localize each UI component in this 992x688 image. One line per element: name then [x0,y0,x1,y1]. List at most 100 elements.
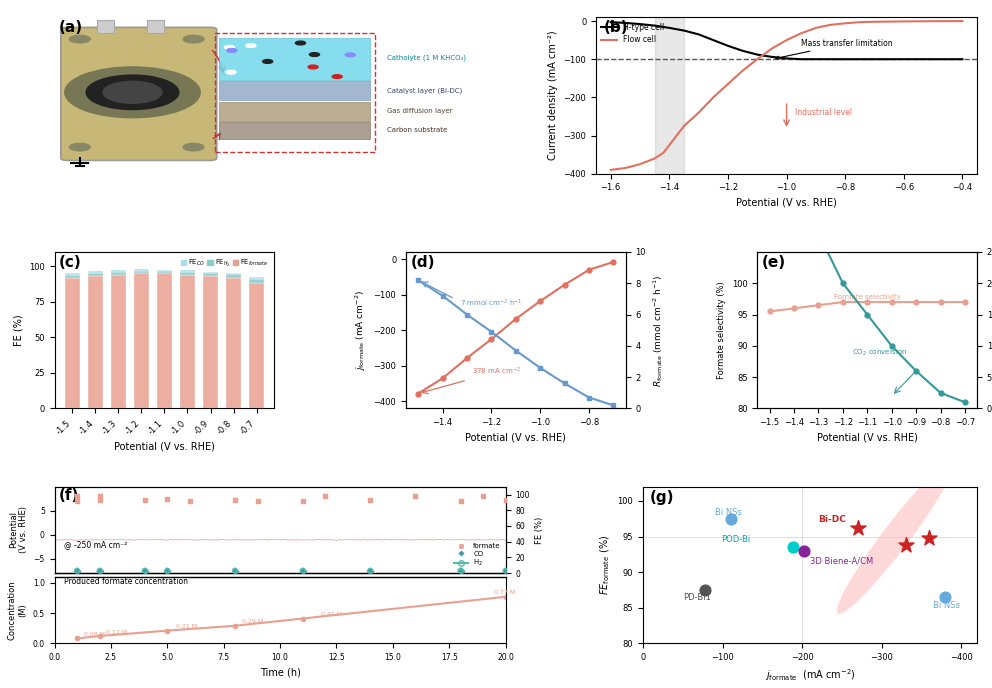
Circle shape [65,67,199,118]
H-type cell [605,18,617,26]
Flow cell [796,29,807,37]
Flow cell [605,166,617,174]
Text: POD-Bi: POD-Bi [721,535,750,544]
Text: (d): (d) [411,255,434,270]
Text: Gas diffusion layer: Gas diffusion layer [387,108,452,114]
Point [796,546,811,557]
Circle shape [345,53,355,56]
H-type cell [737,47,749,55]
Text: Carbon substrate: Carbon substrate [387,127,447,133]
X-axis label: $j_\mathrm{formate}$  (mA cm$^{-2}$): $j_\mathrm{formate}$ (mA cm$^{-2}$) [765,667,855,683]
CO [295,566,310,577]
Text: 7 mmol cm$^{-2}$ h$^{-1}$: 7 mmol cm$^{-2}$ h$^{-1}$ [459,298,522,310]
Bar [64,277,79,409]
Flow cell [664,141,676,149]
Text: 378 mA cm$^{-2}$: 378 mA cm$^{-2}$ [472,366,521,377]
H-type cell [664,24,676,32]
formate [498,495,514,506]
Y-axis label: Current density (mA cm⁻²): Current density (mA cm⁻²) [548,31,558,160]
Text: 0.29 M: 0.29 M [242,619,263,625]
Point [722,513,738,524]
Circle shape [246,44,256,47]
Legend: H-type cell, Flow cell: H-type cell, Flow cell [600,21,666,46]
H-type cell [956,55,968,63]
Point [91,491,107,502]
H-type cell [707,36,719,44]
Circle shape [226,70,236,74]
CO [160,566,176,577]
Text: PD-Bi1: PD-Bi1 [683,594,711,603]
CO [498,566,514,577]
FancyBboxPatch shape [147,21,164,33]
CO [91,566,107,577]
Ellipse shape [837,460,955,614]
Flow cell [928,17,939,25]
Legend: formate, CO, H$_2$: formate, CO, H$_2$ [452,542,502,570]
formate [362,495,378,506]
Text: (c): (c) [59,255,81,270]
Bar [249,277,264,279]
H-type cell [796,55,807,63]
formate [91,495,107,506]
formate [137,495,153,506]
Bar [226,272,241,274]
Text: (g): (g) [650,490,675,505]
H-type cell [854,55,866,63]
Point [898,539,914,550]
Bar [203,272,218,273]
X-axis label: Potential (V vs. RHE): Potential (V vs. RHE) [114,442,215,451]
H$_2$ [227,566,243,577]
Bar [203,273,218,276]
Flow cell [692,109,704,117]
Bar [87,276,102,409]
H-type cell [634,20,646,28]
Bar [157,273,172,409]
H$_2$ [452,566,468,577]
Flow cell [619,164,631,172]
Text: Produced formate concentration: Produced formate concentration [63,577,187,585]
X-axis label: Time (h): Time (h) [260,667,301,678]
Flow cell [839,19,851,28]
Point [182,495,197,506]
FancyBboxPatch shape [219,102,370,120]
Circle shape [183,35,204,43]
Circle shape [309,65,318,69]
Y-axis label: Formate selectivity (%): Formate selectivity (%) [717,281,726,379]
Text: Formate selectivity: Formate selectivity [834,294,901,300]
Bar [64,275,79,277]
Text: 0.41 M: 0.41 M [320,612,342,617]
H-type cell [809,55,821,63]
Flow cell [658,149,670,157]
Text: (f): (f) [60,488,79,504]
Text: (b): (b) [604,21,628,35]
Text: Catalyst layer (Bi-DC): Catalyst layer (Bi-DC) [387,87,462,94]
Circle shape [69,35,90,43]
Bar [111,270,126,272]
X-axis label: Potential (V vs. RHE): Potential (V vs. RHE) [736,198,837,208]
Point [250,495,266,506]
Text: 0.08 M: 0.08 M [84,632,105,637]
Y-axis label: FE (%): FE (%) [536,516,545,544]
H-type cell [839,55,851,63]
Text: Catholyte (1 M KHCO₃): Catholyte (1 M KHCO₃) [387,54,466,61]
formate [295,495,310,506]
CO [452,566,468,577]
Bar [157,271,172,273]
Y-axis label: $R_\mathrm{formate}$ (mmol cm$^{-2}$ h$^{-1}$): $R_\mathrm{formate}$ (mmol cm$^{-2}$ h$^… [652,274,666,387]
H$_2$ [295,566,310,577]
FancyBboxPatch shape [61,28,216,160]
Flow cell [707,94,719,102]
Text: CO$_2$ conversion: CO$_2$ conversion [852,348,908,358]
Flow cell [956,17,968,25]
Point [697,584,713,595]
Flow cell [634,160,646,169]
CO [137,566,153,577]
Legend: FE$_{CO}$, FE$_{H_2}$, FE$_{formate}$: FE$_{CO}$, FE$_{H_2}$, FE$_{formate}$ [178,255,271,272]
Bar [87,271,102,273]
Text: Industrial level: Industrial level [796,107,852,116]
FancyBboxPatch shape [219,122,370,139]
formate [160,494,176,505]
formate [452,495,468,506]
Bar [134,271,149,273]
Y-axis label: $j_\mathrm{formate}$ (mA cm$^{-2}$): $j_\mathrm{formate}$ (mA cm$^{-2}$) [353,290,368,371]
